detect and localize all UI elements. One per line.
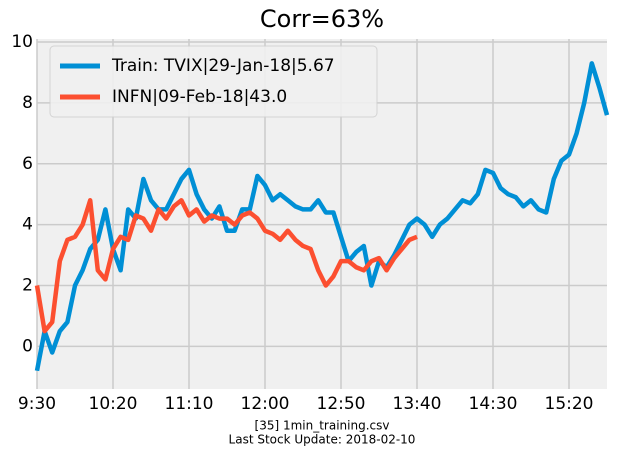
y-tick-label: 10 <box>11 32 33 52</box>
x-tick-label: 11:10 <box>165 394 214 414</box>
footer: Last Stock Update: 2018-02-10 <box>229 433 416 447</box>
x-tick-label: 12:50 <box>317 394 366 414</box>
series-line <box>34 198 418 334</box>
chart-title: Corr=63% <box>260 5 384 33</box>
series-line <box>34 61 610 372</box>
legend-label: INFN|09-Feb-18|43.0 <box>112 87 287 107</box>
y-tick-label: 2 <box>22 276 33 296</box>
x-tick-label: 9:30 <box>18 394 56 414</box>
legend-label: Train: TVIX|29-Jan-18|5.67 <box>111 56 335 76</box>
x-tick-label: 14:30 <box>469 394 518 414</box>
y-tick-label: 8 <box>22 93 33 113</box>
y-tick-label: 4 <box>22 215 33 235</box>
footer: [35] 1min_training.csv <box>255 419 390 433</box>
y-tick-label: 0 <box>22 336 33 356</box>
x-tick-label: 15:20 <box>545 394 594 414</box>
legend-box <box>49 45 378 118</box>
y-tick-label: 6 <box>22 154 33 174</box>
x-tick-label: 12:00 <box>241 394 290 414</box>
x-tick-label: 10:20 <box>89 394 138 414</box>
x-tick-label: 13:40 <box>393 394 442 414</box>
